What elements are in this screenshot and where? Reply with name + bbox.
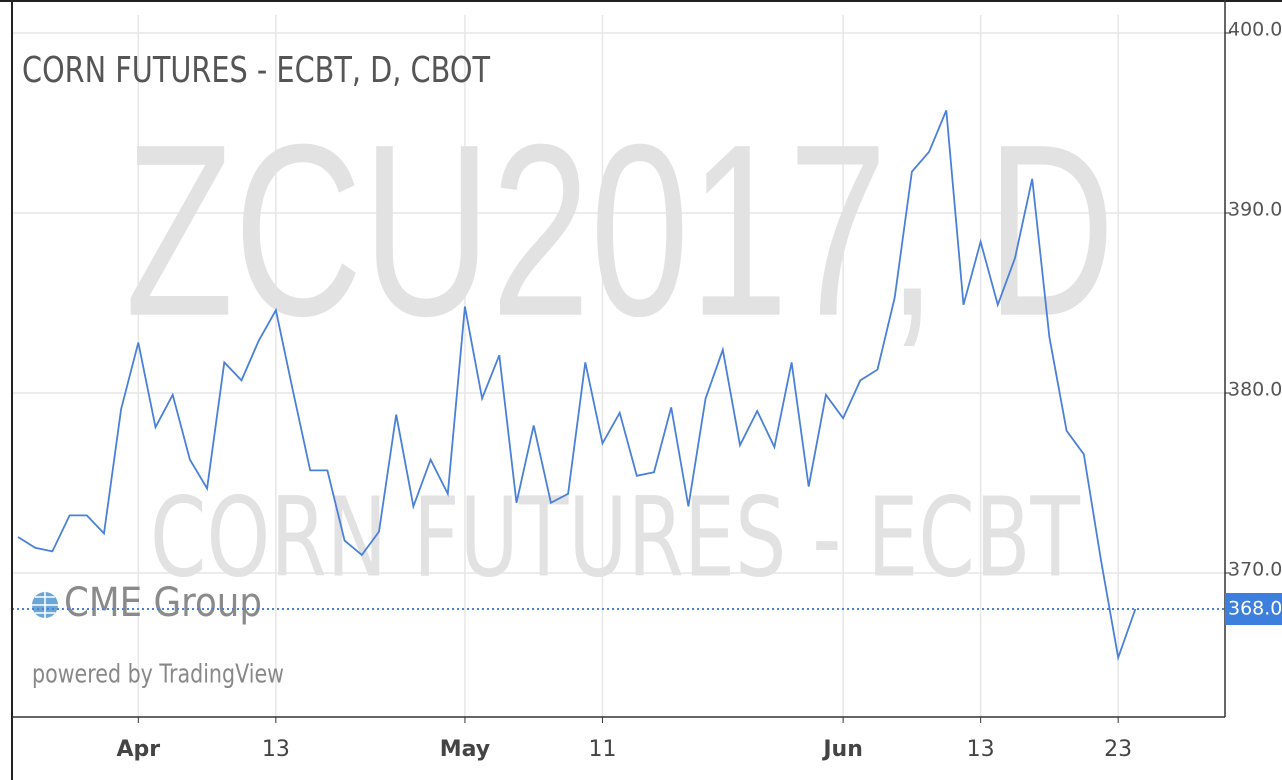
y-tick-label: 370.0 [1228,559,1282,581]
x-tick-label: Apr [117,737,161,762]
x-tick-label: 13 [262,737,290,762]
plot [12,110,1225,662]
chart-title: CORN FUTURES - ECBT, D, CBOT [22,50,491,91]
watermark: ZCU2017, D [125,93,1115,367]
x-tick-label: Jun [821,737,863,762]
brand-logo [32,592,58,618]
x-tick-label: 23 [1104,737,1132,762]
powered-by: powered by TradingView [32,660,284,690]
x-tick-label: May [440,737,490,762]
y-tick-label: 380.0 [1228,379,1282,401]
price-line [17,110,1137,662]
watermark-subtitle: CORN FUTURES - ECBT [150,473,1081,601]
y-tick-label: 400.0 [1228,19,1282,41]
x-tick-label: 11 [588,737,616,762]
grid [12,15,1225,717]
last-price-tag [1225,593,1282,625]
x-tick-label: 13 [967,737,995,762]
last-price-label: 368.0 [1228,598,1282,620]
brand: CME Group [64,580,262,626]
y-tick-label: 390.0 [1228,199,1282,221]
